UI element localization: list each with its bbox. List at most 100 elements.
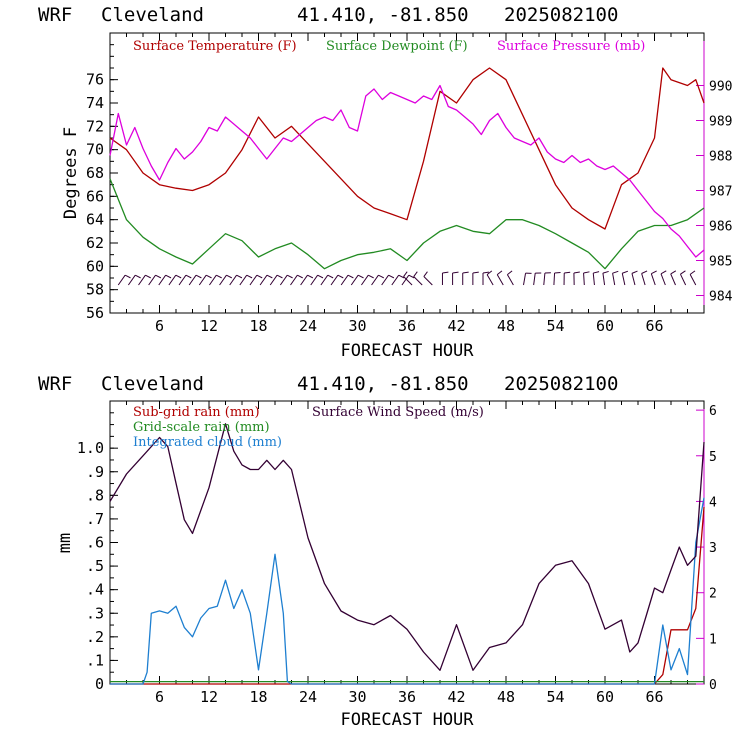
- wind-barb: [127, 274, 141, 286]
- wind-barb-flag: [408, 274, 415, 279]
- x-tick-label: 42: [447, 688, 465, 706]
- wind-barb-shaft: [592, 273, 595, 286]
- panel2-station: Cleveland: [101, 373, 204, 395]
- wind-barb: [423, 271, 433, 286]
- wind-barb-flag: [573, 271, 580, 274]
- wind-barb-shaft: [621, 273, 626, 286]
- wind-barb: [472, 271, 479, 285]
- wind-barb-shaft: [219, 274, 227, 286]
- wind-barb-flag: [403, 271, 408, 277]
- y-tick-label: .2: [86, 628, 104, 646]
- wind-barb-shaft: [543, 273, 546, 286]
- wind-barb-shaft: [631, 273, 636, 286]
- y-tick-label: .1: [86, 651, 104, 669]
- wind-barb: [543, 272, 551, 286]
- wind-barb: [371, 274, 385, 286]
- top-chart-panel: 6 12 18 24 30 36 42 48 54 60 66 56 58 60 62 64 66 68 70 72…: [61, 32, 733, 361]
- y-tick-label: .8: [86, 486, 104, 504]
- wind-barb: [168, 274, 182, 286]
- wind-barb-shaft: [381, 274, 389, 286]
- wind-barb: [482, 271, 489, 285]
- top-series-lines: [109, 67, 705, 270]
- wind-barb: [670, 270, 677, 286]
- wind-barb: [310, 274, 324, 286]
- x-tick-label: 24: [299, 688, 317, 706]
- bottom-chart-panel: 6 12 18 24 30 36 42 48 54 60 66 0.1.2.3.4.5.6.7.8.…: [55, 400, 717, 730]
- wind-barb-flag: [287, 274, 293, 279]
- wind-barb-shaft: [523, 273, 527, 286]
- wind-barb: [330, 274, 344, 286]
- wind-barb-flag: [564, 271, 571, 274]
- x-tick-label: 18: [249, 688, 267, 706]
- top-plot-frame: [109, 32, 705, 314]
- bottom-y-tick-labels: 0 .1 .2 .3 .4 .5 .6 .7 .8 .9 1.0: [77, 439, 104, 693]
- wind-barb-flag: [327, 274, 334, 279]
- wind-barb: [679, 270, 687, 286]
- wind-barb: [506, 270, 514, 286]
- wind-barb: [660, 270, 667, 286]
- wind-barb-flag: [145, 274, 151, 279]
- legend-gridscale-rain: Grid-scale rain (mm): [133, 420, 270, 435]
- panel1-station: Cleveland: [101, 4, 204, 26]
- wind-barbs: [117, 270, 697, 286]
- wind-barb: [360, 274, 374, 286]
- wind-barb-shaft: [496, 274, 504, 286]
- wind-barb-shaft: [300, 274, 308, 286]
- wind-barb-flag: [423, 271, 428, 277]
- wind-barb: [641, 270, 648, 286]
- y-tick-label: .6: [86, 534, 104, 552]
- y2-tick-label: 2: [709, 587, 717, 602]
- y-tick-label: .3: [86, 604, 104, 622]
- legend-dewpoint: Surface Dewpoint (F): [326, 39, 468, 54]
- wind-barb-flag: [256, 274, 263, 279]
- wind-barb-flag: [205, 274, 212, 279]
- bottom-y2-tick-labels: 0 1 2 3 4 5 6: [709, 404, 717, 693]
- x-tick-label: 30: [348, 317, 366, 335]
- wind-barb-shaft: [290, 274, 298, 286]
- wind-barb-flag: [226, 274, 233, 279]
- wind-barb-shaft: [188, 274, 197, 286]
- wind-barb-flag: [442, 271, 449, 274]
- wind-barb-flag: [276, 274, 283, 279]
- wind-barb: [441, 271, 449, 285]
- wind-barb-shaft: [168, 274, 177, 286]
- wind-barb-flag: [554, 271, 561, 274]
- y-tick-label: 56: [86, 304, 104, 322]
- y-tick-label: 74: [86, 94, 104, 112]
- series-line-temperature: [109, 67, 705, 230]
- wind-barb-shaft: [371, 274, 379, 286]
- wind-barb-flag: [165, 274, 172, 279]
- wind-barb-flag: [482, 271, 489, 274]
- legend-temperature: Surface Temperature (F): [133, 39, 297, 54]
- wind-barb-shaft: [533, 273, 536, 286]
- wind-barb-flag: [398, 274, 405, 279]
- wind-barb-flag: [496, 270, 503, 276]
- panel2-coords: 41.410, -81.850: [297, 373, 469, 395]
- wind-barb: [403, 271, 413, 286]
- wind-barb: [249, 274, 263, 286]
- wind-barb: [239, 274, 253, 286]
- top-x-axis-label: FORECAST HOUR: [340, 341, 474, 361]
- wind-barb-flag: [670, 270, 677, 275]
- wind-barb: [350, 274, 364, 286]
- wind-barb-flag: [368, 274, 374, 279]
- wind-barb: [452, 271, 459, 285]
- wind-barb-shaft: [330, 274, 339, 286]
- x-tick-label: 36: [398, 317, 416, 335]
- wind-barb-shaft: [198, 274, 207, 286]
- wind-barb: [229, 274, 243, 286]
- wind-barb-flag: [388, 274, 395, 279]
- y2-tick-label: 1: [709, 632, 717, 647]
- y-tick-label: 64: [86, 211, 104, 229]
- wind-barb-shaft: [360, 274, 369, 286]
- y-tick-label: 66: [86, 187, 104, 205]
- wind-barb: [300, 274, 314, 286]
- wind-barb-shaft: [391, 274, 400, 286]
- wind-barb-shaft: [340, 274, 349, 286]
- wind-barb-shaft: [689, 274, 697, 286]
- wind-barb: [381, 274, 395, 286]
- wind-barb-shaft: [641, 273, 646, 286]
- wind-barb: [631, 270, 638, 286]
- panel2-model: WRF: [38, 373, 72, 395]
- wind-barb-shaft: [117, 274, 126, 286]
